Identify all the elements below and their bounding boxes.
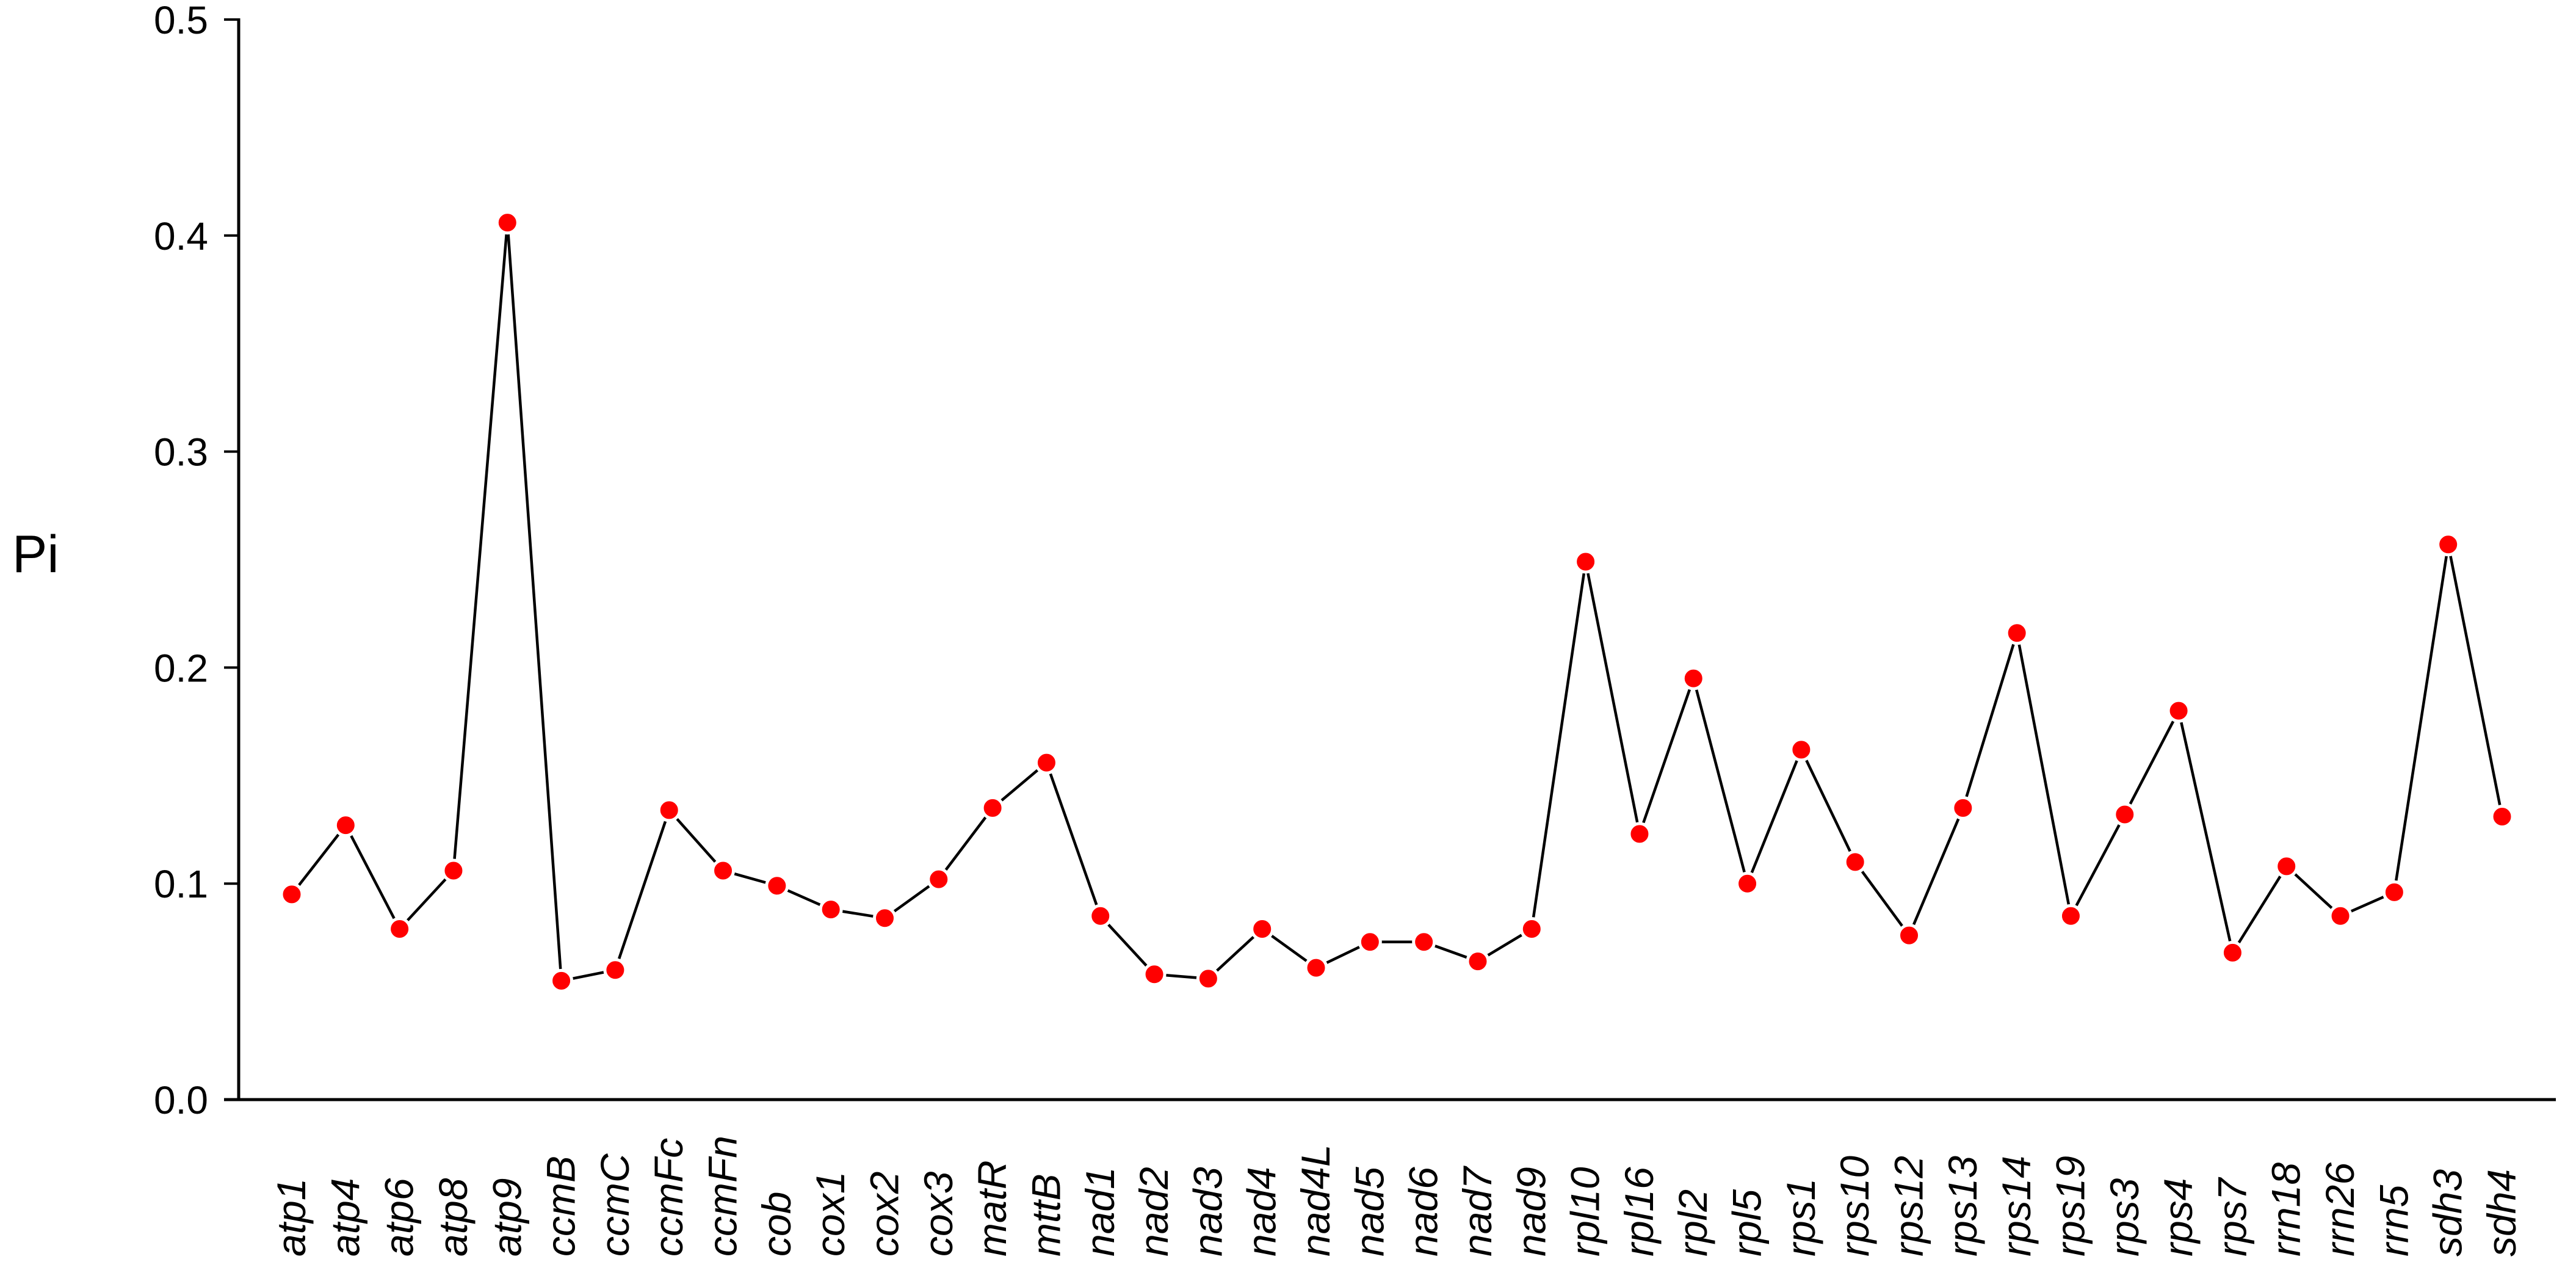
- data-point-rps10: [1843, 850, 1867, 874]
- data-point-ccmC: [603, 958, 628, 982]
- data-line: [291, 222, 2504, 983]
- data-point-sdh3: [2436, 532, 2461, 557]
- x-axis-labels: atp1 atp4 atp6 atp8 atp9 ccmB ccmC ccmFc ccmFn co…: [269, 1136, 2524, 1257]
- x-tick-label: atp4: [322, 1178, 367, 1257]
- data-point-nad3: [1196, 967, 1220, 991]
- y-axis: 0.0 0.1 0.2 0.3 0.4 0.5: [154, 0, 241, 1122]
- data-point-cox2: [872, 906, 897, 930]
- x-tick-label: ccmB: [538, 1156, 584, 1257]
- x-tick-label: cox2: [861, 1172, 906, 1257]
- data-point-rps7: [2220, 940, 2245, 965]
- x-tick-label: mttB: [1023, 1173, 1068, 1257]
- x-tick-label: rps13: [1940, 1156, 1985, 1257]
- data-point-atp6: [388, 916, 412, 941]
- x-tick-label: nad7: [1455, 1166, 1500, 1257]
- x-tick-label: rpl10: [1563, 1167, 1608, 1257]
- x-tick-label: nad1: [1077, 1167, 1123, 1257]
- data-point-rps14: [2005, 621, 2029, 645]
- x-tick-label: atp1: [269, 1178, 314, 1257]
- data-point-rpl5: [1735, 871, 1760, 896]
- x-tick-label: cob: [754, 1192, 799, 1257]
- x-tick-label: rpl2: [1670, 1189, 1715, 1257]
- y-tick-label: 0.4: [154, 214, 208, 258]
- x-tick-label: sdh4: [2479, 1169, 2524, 1257]
- data-point-nad2: [1142, 962, 1167, 987]
- data-point-rps13: [1951, 796, 1975, 820]
- x-tick-label: ccmC: [592, 1153, 637, 1257]
- data-point-nad6: [1412, 930, 1436, 954]
- x-tick-label: sdh3: [2425, 1169, 2470, 1257]
- data-point-rps4: [2166, 698, 2191, 723]
- data-point-nad9: [1519, 916, 1544, 941]
- data-markers: [280, 211, 2514, 993]
- data-point-matR: [980, 796, 1005, 820]
- x-tick-label: nad9: [1508, 1167, 1554, 1257]
- x-tick-label: rpl16: [1616, 1167, 1662, 1257]
- x-tick-label: atp6: [377, 1178, 422, 1257]
- y-axis-title: Pi: [12, 525, 59, 584]
- x-tick-label: rrn18: [2263, 1162, 2309, 1257]
- x-tick-label: rps19: [2047, 1156, 2093, 1257]
- series-polyline: [291, 222, 2504, 983]
- y-tick-label: 0.1: [154, 862, 208, 906]
- x-tick-label: nad4: [1239, 1167, 1284, 1257]
- data-point-rps12: [1897, 923, 1922, 948]
- y-tick-label: 0.3: [154, 430, 208, 474]
- data-point-rps19: [2058, 904, 2083, 928]
- data-point-rpl2: [1681, 666, 1706, 691]
- x-tick-label: atp9: [484, 1178, 529, 1257]
- data-point-nad7: [1466, 949, 1490, 974]
- x-tick-label: cox1: [808, 1172, 853, 1257]
- x-tick-label: nad5: [1347, 1167, 1392, 1257]
- data-point-ccmB: [549, 968, 574, 993]
- x-tick-label: cox3: [916, 1171, 961, 1257]
- data-point-rpl16: [1627, 822, 1652, 846]
- data-point-nad5: [1358, 930, 1382, 954]
- data-point-nad4: [1250, 916, 1275, 941]
- x-tick-label: rps12: [1886, 1156, 1931, 1257]
- y-tick-label: 0.5: [154, 0, 208, 42]
- data-point-atp9: [495, 211, 519, 235]
- data-point-cox1: [819, 898, 843, 922]
- x-tick-label: rps10: [1832, 1156, 1877, 1257]
- x-tick-label: rps4: [2155, 1178, 2201, 1257]
- data-point-nad1: [1088, 904, 1113, 928]
- data-point-cob: [765, 874, 789, 898]
- data-point-cox3: [927, 867, 951, 891]
- data-point-rrn18: [2274, 854, 2299, 879]
- data-point-rpl10: [1574, 549, 1598, 574]
- x-tick-label: nad2: [1131, 1167, 1176, 1257]
- x-tick-label: rps14: [1994, 1156, 2039, 1257]
- data-point-atp8: [441, 858, 466, 883]
- data-point-mttB: [1034, 750, 1058, 775]
- data-point-rrn5: [2382, 880, 2406, 904]
- x-tick-label: ccmFn: [700, 1136, 745, 1257]
- data-point-sdh4: [2490, 805, 2514, 829]
- data-point-nad4L: [1304, 956, 1328, 980]
- data-point-rps3: [2113, 802, 2137, 827]
- x-tick-label: nad3: [1185, 1167, 1230, 1257]
- x-tick-label: ccmFc: [646, 1138, 691, 1257]
- x-tick-label: nad4L: [1293, 1144, 1338, 1257]
- data-point-ccmFc: [657, 798, 681, 822]
- y-tick-label: 0.2: [154, 646, 208, 690]
- data-point-ccmFn: [711, 858, 736, 883]
- x-tick-label: rps7: [2209, 1177, 2254, 1257]
- x-tick-label: rrn5: [2371, 1184, 2416, 1257]
- x-tick-label: rpl5: [1724, 1189, 1770, 1257]
- x-tick-label: atp8: [430, 1178, 476, 1257]
- x-tick-label: rrn26: [2317, 1162, 2362, 1257]
- y-tick-label: 0.0: [154, 1078, 208, 1122]
- data-point-atp4: [333, 813, 358, 838]
- data-point-rrn26: [2328, 904, 2353, 928]
- data-point-atp1: [280, 882, 304, 907]
- x-tick-label: matR: [969, 1160, 1015, 1257]
- data-point-rps1: [1789, 738, 1814, 762]
- x-tick-label: rps3: [2102, 1178, 2147, 1257]
- x-tick-label: nad6: [1401, 1167, 1446, 1257]
- x-tick-label: rps1: [1778, 1178, 1823, 1257]
